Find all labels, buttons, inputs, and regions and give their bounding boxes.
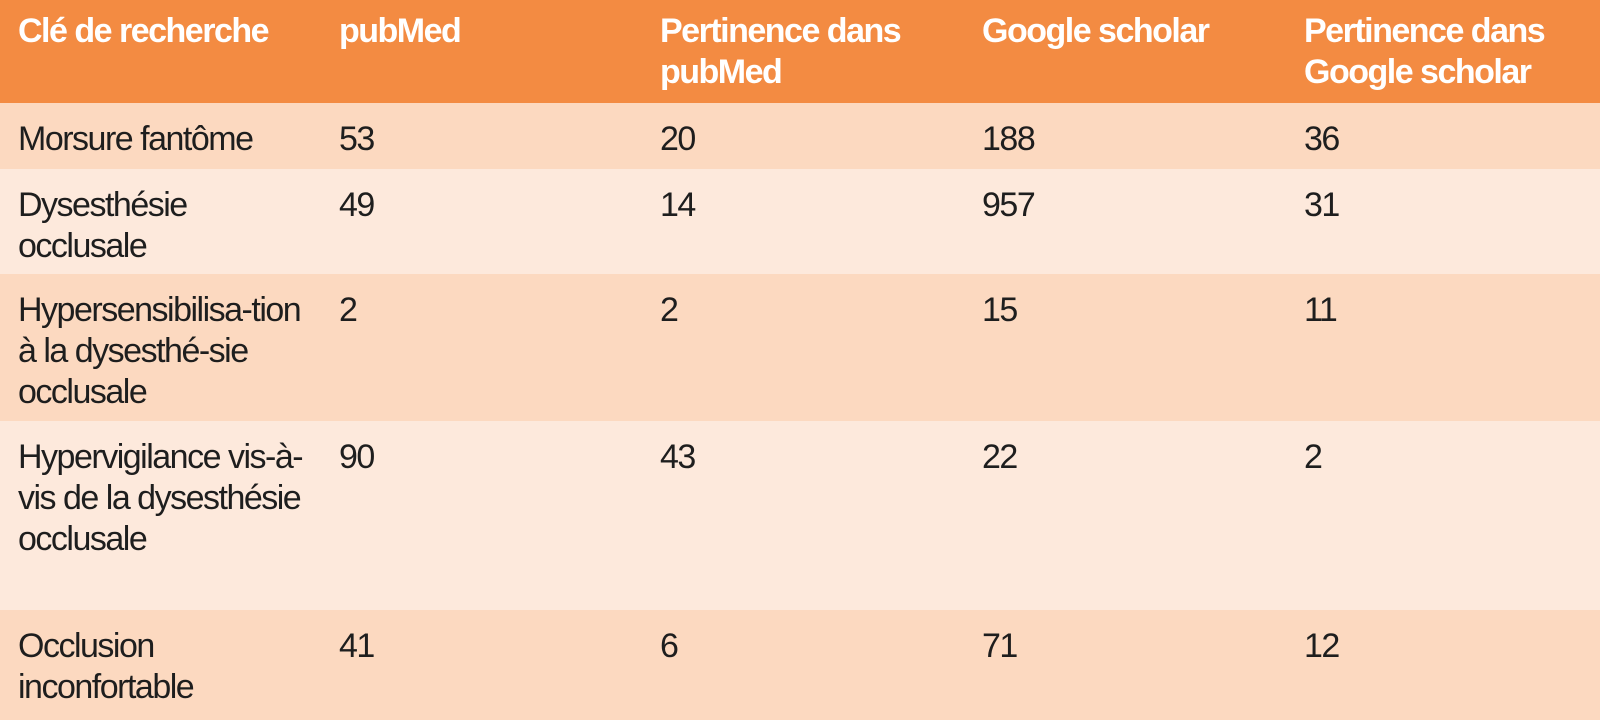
table-row: Occlusion inconfortable 41 6 71 12 xyxy=(0,610,1600,720)
header-search-key: Clé de recherche xyxy=(0,0,321,103)
table-body: Morsure fantôme 53 20 188 36 Dysesthésie… xyxy=(0,103,1600,720)
cell-pubmed-relevance: 6 xyxy=(642,610,964,720)
cell-search-key: Hypersensibilisa-tion à la dysesthé-sie … xyxy=(0,274,321,421)
cell-pubmed: 41 xyxy=(321,610,642,720)
cell-google-scholar: 71 xyxy=(964,610,1286,720)
cell-google-scholar-relevance: 11 xyxy=(1286,274,1600,421)
table-header: Clé de recherche pubMed Pertinence dans … xyxy=(0,0,1600,103)
cell-pubmed-relevance: 43 xyxy=(642,421,964,610)
table-row: Morsure fantôme 53 20 188 36 xyxy=(0,103,1600,169)
cell-google-scholar: 15 xyxy=(964,274,1286,421)
cell-google-scholar-relevance: 31 xyxy=(1286,169,1600,274)
cell-google-scholar: 22 xyxy=(964,421,1286,610)
cell-pubmed-relevance: 14 xyxy=(642,169,964,274)
cell-pubmed: 90 xyxy=(321,421,642,610)
cell-google-scholar: 188 xyxy=(964,103,1286,169)
cell-google-scholar-relevance: 36 xyxy=(1286,103,1600,169)
table-row: Hypervigilance vis-à-vis de la dysesthés… xyxy=(0,421,1600,610)
cell-search-key: Occlusion inconfortable xyxy=(0,610,321,720)
table-row: Dysesthésie occlusale 49 14 957 31 xyxy=(0,169,1600,274)
cell-search-key: Dysesthésie occlusale xyxy=(0,169,321,274)
cell-search-key: Morsure fantôme xyxy=(0,103,321,169)
header-pubmed-relevance: Pertinence dans pubMed xyxy=(642,0,964,103)
header-google-scholar-relevance: Pertinence dans Google scholar xyxy=(1286,0,1600,103)
cell-google-scholar: 957 xyxy=(964,169,1286,274)
cell-pubmed-relevance: 2 xyxy=(642,274,964,421)
cell-google-scholar-relevance: 12 xyxy=(1286,610,1600,720)
cell-pubmed: 53 xyxy=(321,103,642,169)
header-google-scholar: Google scholar xyxy=(964,0,1286,103)
header-pubmed: pubMed xyxy=(321,0,642,103)
cell-google-scholar-relevance: 2 xyxy=(1286,421,1600,610)
header-row: Clé de recherche pubMed Pertinence dans … xyxy=(0,0,1600,103)
cell-pubmed-relevance: 20 xyxy=(642,103,964,169)
cell-search-key: Hypervigilance vis-à-vis de la dysesthés… xyxy=(0,421,321,610)
table-row: Hypersensibilisa-tion à la dysesthé-sie … xyxy=(0,274,1600,421)
cell-pubmed: 2 xyxy=(321,274,642,421)
cell-pubmed: 49 xyxy=(321,169,642,274)
